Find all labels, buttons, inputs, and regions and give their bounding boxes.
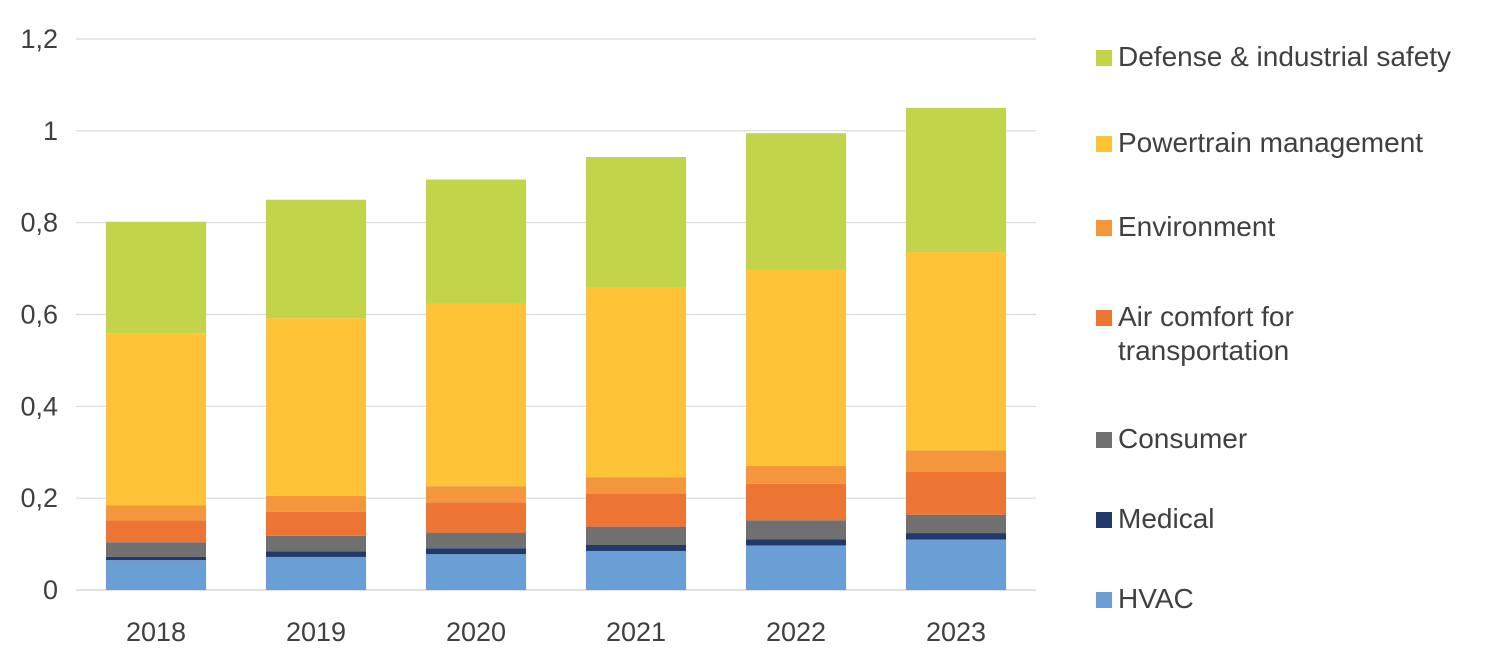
y-axis: 0 0,2 0,4 0,6 0,8 1 1,2: [20, 24, 58, 605]
bar-segment-environment-2022: [746, 466, 846, 484]
bar-segment-medical-2021: [586, 545, 686, 551]
bar-segment-hvac-2021: [586, 550, 686, 590]
bar-segment-medical-2023: [906, 533, 1006, 540]
bar-segment-powertrain-management-2021: [586, 287, 686, 478]
bar-segment-consumer-2021: [586, 526, 686, 546]
bar-segment-environment-2021: [586, 477, 686, 494]
bar-segment-consumer-2019: [266, 535, 366, 552]
bar-segment-defense-industrial-safety-2022: [746, 133, 846, 270]
x-tick-label: 2020: [446, 617, 506, 647]
y-tick-label: 0,4: [20, 391, 58, 421]
bar-segment-hvac-2018: [106, 560, 206, 590]
legend-item: Consumer: [1096, 422, 1247, 456]
y-tick-label: 0,2: [20, 483, 58, 513]
y-tick-label: 1,2: [20, 24, 58, 54]
bar-segment-consumer-2018: [106, 542, 206, 557]
legend-label: Powertrain management: [1118, 126, 1423, 160]
bar-segment-medical-2019: [266, 551, 366, 557]
bar-segment-powertrain-management-2023: [906, 252, 1006, 451]
legend-swatch: [1096, 592, 1112, 608]
x-axis: 2018 2019 2020 2021 2022 2023: [126, 617, 986, 647]
x-tick-label: 2019: [286, 617, 346, 647]
legend-item: Environment: [1096, 210, 1275, 244]
bar-segment-environment-2023: [906, 450, 1006, 472]
x-tick-label: 2022: [766, 617, 826, 647]
y-tick-label: 0: [43, 575, 58, 605]
gridlines: [76, 38, 1036, 591]
bar-segment-environment-2018: [106, 505, 206, 521]
legend-label-line: Environment: [1118, 211, 1276, 242]
legend-label: Consumer: [1118, 422, 1247, 456]
bar-segment-consumer-2022: [746, 520, 846, 540]
x-tick-label: 2018: [126, 617, 186, 647]
bar-segment-defense-industrial-safety-2021: [586, 157, 686, 288]
legend-swatch: [1096, 310, 1112, 326]
legend-item: Powertrain management: [1096, 126, 1423, 160]
legend-label: HVAC: [1118, 582, 1194, 616]
legend-item: Medical: [1096, 502, 1214, 536]
legend-swatch: [1096, 136, 1112, 152]
bar-segment-air-comfort-for-transportation-2018: [106, 520, 206, 543]
bar-segment-consumer-2020: [426, 532, 526, 549]
bar-segment-hvac-2022: [746, 545, 846, 590]
legend-item: Defense & industrial safety: [1096, 40, 1451, 74]
bar-segment-powertrain-management-2020: [426, 303, 526, 487]
legend-label: Medical: [1118, 502, 1214, 536]
y-tick-label: 0,6: [20, 300, 58, 330]
x-tick-label: 2023: [926, 617, 986, 647]
legend: Defense & industrial safety Powertrain ma…: [1096, 0, 1496, 661]
bar-segment-powertrain-management-2022: [746, 269, 846, 467]
bar-segment-hvac-2023: [906, 539, 1006, 590]
legend-label-line: transportation: [1118, 335, 1290, 366]
legend-label: Air comfort for transportation: [1118, 300, 1294, 368]
stacked-bar-chart: 00,20,40,60,811,2 2018 2019 2020 2021 2022 20…: [20, 24, 1036, 647]
legend-label-line: Defense & industrial safety: [1118, 41, 1452, 72]
bar-segment-air-comfort-for-transportation-2021: [586, 493, 686, 527]
bar-segment-air-comfort-for-transportation-2022: [746, 483, 846, 521]
bar-segment-defense-industrial-safety-2019: [266, 199, 366, 319]
x-tick-label: 2021: [606, 617, 666, 647]
legend-label-line: HVAC: [1118, 583, 1194, 614]
legend-item: Air comfort for transportation: [1096, 300, 1294, 368]
legend-label-line: Medical: [1118, 503, 1215, 534]
bar-segment-medical-2022: [746, 539, 846, 546]
bar-segment-hvac-2019: [266, 556, 366, 590]
bar-segment-medical-2018: [106, 556, 206, 561]
legend-label-line: Powertrain management: [1118, 127, 1424, 158]
legend-swatch: [1096, 432, 1112, 448]
bar-segment-environment-2019: [266, 495, 366, 512]
legend-swatch: [1096, 220, 1112, 236]
bar-segment-defense-industrial-safety-2020: [426, 179, 526, 304]
legend-swatch: [1096, 512, 1112, 528]
y-tick-label: 0,8: [20, 208, 58, 238]
bar-segment-air-comfort-for-transportation-2019: [266, 511, 366, 536]
bar-segment-defense-industrial-safety-2023: [906, 107, 1006, 253]
legend-item: HVAC: [1096, 582, 1194, 616]
legend-label-line: Air comfort for: [1118, 301, 1294, 332]
bar-segment-hvac-2020: [426, 554, 526, 590]
bar-segment-air-comfort-for-transportation-2020: [426, 502, 526, 533]
legend-label: Environment: [1118, 210, 1275, 244]
bar-segment-consumer-2023: [906, 514, 1006, 534]
bars: [106, 107, 1006, 590]
legend-swatch: [1096, 50, 1112, 66]
bar-segment-powertrain-management-2018: [106, 333, 206, 506]
bar-segment-air-comfort-for-transportation-2023: [906, 471, 1006, 515]
legend-label-line: Consumer: [1118, 423, 1248, 454]
bar-segment-powertrain-management-2019: [266, 318, 366, 496]
y-tick-label: 1: [43, 116, 58, 146]
bar-segment-environment-2020: [426, 486, 526, 503]
bar-segment-medical-2020: [426, 548, 526, 555]
legend-label: Defense & industrial safety: [1118, 40, 1451, 74]
bar-segment-defense-industrial-safety-2018: [106, 221, 206, 334]
